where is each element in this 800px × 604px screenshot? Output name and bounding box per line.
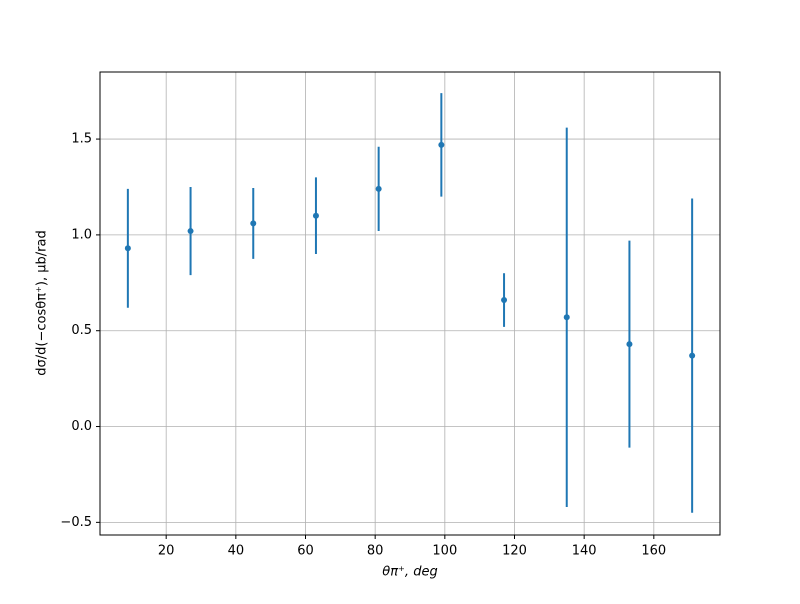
data-point [375,185,382,192]
data-point [312,212,319,219]
x-tick-label: 120 [502,544,527,559]
plot-frame [99,71,721,536]
data-point [250,220,257,227]
x-tick-label: 40 [228,544,245,559]
data-point [187,228,194,235]
data-point [501,297,508,304]
y-tick-label: 0.0 [71,419,92,434]
x-tick-label: 100 [432,544,457,559]
data-point [438,141,445,148]
x-tick-label: 60 [297,544,314,559]
x-tick-label: 160 [641,544,666,559]
y-tick-label: 0.5 [71,323,92,338]
data-point [689,352,696,359]
x-tick-label: 80 [367,544,384,559]
x-tick-label: 140 [572,544,597,559]
x-tick-label: 20 [158,544,175,559]
y-tick-label: −0.5 [60,515,92,530]
data-point [563,314,570,321]
y-tick-label: 1.5 [71,132,92,147]
data-point [124,245,131,252]
y-axis-label: dσ/d(−cosθπ⁺), μb/rad [35,230,50,375]
y-tick-label: 1.0 [71,227,92,242]
x-axis-label: θπ⁺, deg [382,565,437,580]
data-point [626,341,633,348]
